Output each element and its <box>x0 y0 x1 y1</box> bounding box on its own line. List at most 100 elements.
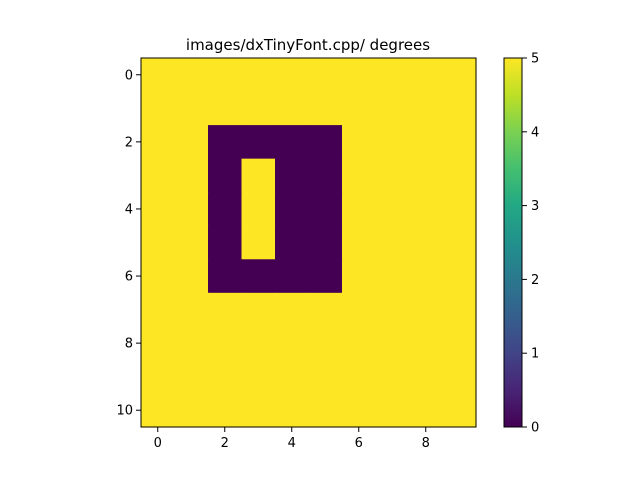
x-tick-label: 0 <box>154 436 162 451</box>
heatmap-cell <box>275 91 310 126</box>
heatmap-cell <box>342 225 377 260</box>
heatmap-cell <box>409 292 444 327</box>
y-tick-label: 10 <box>116 404 133 419</box>
heatmap-cell <box>308 158 343 193</box>
heatmap-cell <box>342 91 377 126</box>
heatmap-cell <box>141 58 176 93</box>
heatmap-cell <box>141 192 176 227</box>
heatmap-cell <box>409 326 444 361</box>
chart-title: images/dxTinyFont.cpp/ degrees <box>186 36 430 54</box>
heatmap-cell <box>174 326 209 361</box>
heatmap-cell <box>174 158 209 193</box>
heatmap-cell <box>141 125 176 160</box>
heatmap-cell <box>308 125 343 160</box>
heatmap-cell <box>241 192 276 227</box>
colorbar-tick-label: 4 <box>531 125 539 140</box>
colorbar-frame <box>503 57 523 428</box>
heatmap-cell <box>442 292 477 327</box>
heatmap-cell <box>442 259 477 294</box>
heatmap-cell <box>275 158 310 193</box>
heatmap-cell <box>208 58 243 93</box>
colorbar-axis: 0 1 2 3 4 5 <box>522 52 539 436</box>
heatmap-cell <box>174 58 209 93</box>
heatmap-cell <box>241 359 276 395</box>
heatmap-cell <box>174 225 209 260</box>
heatmap-cell <box>241 326 276 361</box>
heatmap-cell <box>275 58 310 93</box>
x-tick-label: 4 <box>288 436 296 451</box>
heatmap-cell <box>442 125 477 160</box>
heatmap-cell <box>342 359 377 395</box>
heatmap-cell <box>409 125 444 160</box>
heatmap-cell <box>174 393 209 428</box>
heatmap-cell <box>174 292 209 327</box>
colorbar-tick-label: 5 <box>531 52 539 67</box>
heatmap-cell <box>208 91 243 126</box>
heatmap-cell <box>442 225 477 260</box>
heatmap-cell <box>275 326 310 361</box>
heatmap-cell <box>409 91 444 126</box>
heatmap-cell <box>308 326 343 361</box>
y-axis: 0 2 4 6 8 10 <box>116 68 141 419</box>
colorbar-tick-label: 3 <box>531 199 539 214</box>
heatmap-cell <box>141 158 176 193</box>
heatmap-cell <box>174 91 209 126</box>
plot-frame <box>140 57 477 428</box>
heatmap-cell <box>275 393 310 428</box>
y-tick-label: 6 <box>125 270 133 285</box>
x-tick-label: 6 <box>355 436 363 451</box>
x-axis: 0 2 4 6 8 <box>154 427 430 451</box>
heatmap-cell <box>375 292 410 327</box>
heatmap-cell <box>275 359 310 395</box>
heatmap-cell <box>141 359 176 395</box>
heatmap-cell <box>241 259 276 294</box>
heatmap-cell <box>174 259 209 294</box>
heatmap-cell <box>208 259 243 294</box>
colorbar <box>504 58 522 427</box>
heatmap-cell <box>308 192 343 227</box>
heatmap-cell <box>342 58 377 93</box>
heatmap-cell <box>308 58 343 93</box>
heatmap-cell <box>275 292 310 327</box>
heatmap-cell <box>375 225 410 260</box>
heatmap-cell <box>375 393 410 428</box>
colorbar-tick-label: 1 <box>531 347 539 362</box>
heatmap-cell <box>241 225 276 260</box>
heatmap-cell <box>375 158 410 193</box>
heatmap-cell <box>409 359 444 395</box>
heatmap-cell <box>308 393 343 428</box>
colorbar-tick-label: 2 <box>531 273 539 288</box>
heatmap-cell <box>342 326 377 361</box>
heatmap-cell <box>141 259 176 294</box>
heatmap-cell <box>409 58 444 93</box>
heatmap-cell <box>375 259 410 294</box>
heatmap-cell <box>208 225 243 260</box>
heatmap-cell <box>275 125 310 160</box>
heatmap-cell <box>442 393 477 428</box>
heatmap-cell <box>409 393 444 428</box>
heatmap-cell <box>409 192 444 227</box>
heatmap-cell <box>208 326 243 361</box>
heatmap-cell <box>141 326 176 361</box>
heatmap-cell <box>409 259 444 294</box>
heatmap-cell <box>409 158 444 193</box>
heatmap-cell <box>174 192 209 227</box>
heatmap-cell <box>308 259 343 294</box>
y-tick-label: 8 <box>125 337 133 352</box>
heatmap-cell <box>141 393 176 428</box>
heatmap-cell <box>141 225 176 260</box>
heatmap-cell <box>375 359 410 395</box>
heatmap-cell <box>375 326 410 361</box>
heatmap-cells <box>141 58 477 428</box>
heatmap-cell <box>275 192 310 227</box>
heatmap-cell <box>442 359 477 395</box>
heatmap-cell <box>241 125 276 160</box>
heatmap-cell <box>241 393 276 428</box>
heatmap-cell <box>442 192 477 227</box>
y-tick-label: 0 <box>125 68 133 83</box>
heatmap-cell <box>375 125 410 160</box>
y-tick-label: 2 <box>125 135 133 150</box>
heatmap-cell <box>409 225 444 260</box>
heatmap-cell <box>375 192 410 227</box>
heatmap-cell <box>342 393 377 428</box>
